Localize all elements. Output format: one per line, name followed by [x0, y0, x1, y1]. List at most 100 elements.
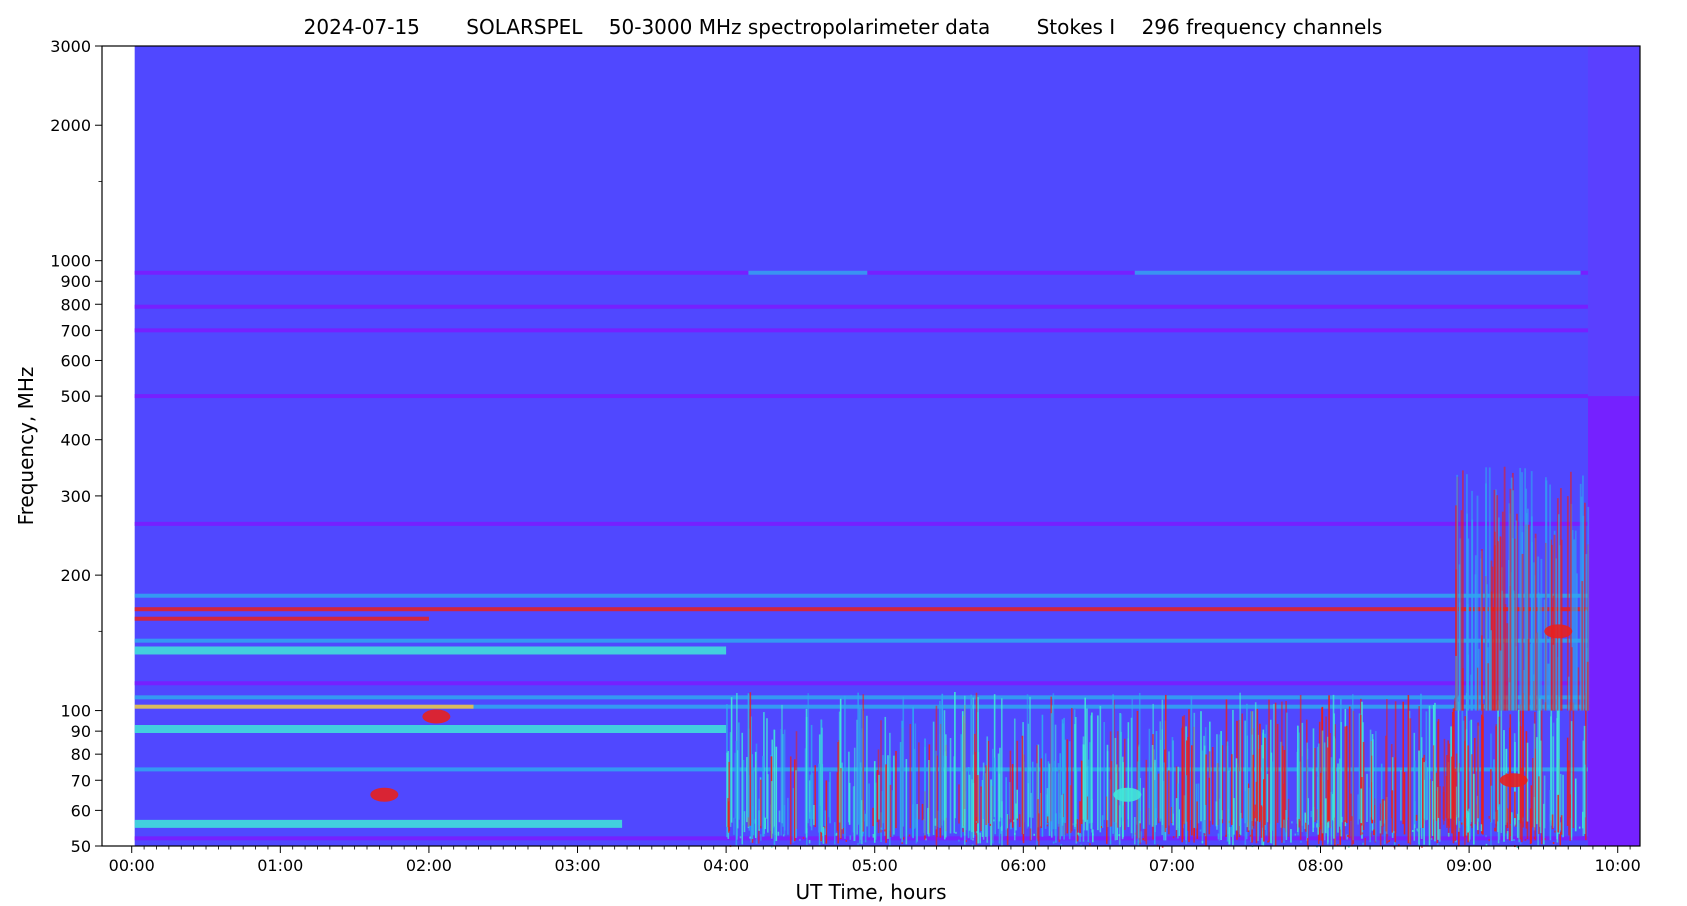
- rfi-streak: [807, 693, 810, 824]
- rfi-streak: [1476, 667, 1479, 711]
- rfi-streak: [1509, 825, 1512, 837]
- rfi-streak: [1172, 836, 1175, 839]
- rfi-streak: [1488, 815, 1491, 819]
- rfi-streak: [1305, 822, 1307, 832]
- rfi-streak: [1559, 773, 1562, 818]
- rfi-streak: [1340, 722, 1343, 837]
- rfi-streak: [1338, 758, 1341, 827]
- rfi-streak: [1013, 718, 1016, 841]
- y-tick-label: 100: [60, 702, 91, 721]
- rfi-streak: [795, 770, 797, 839]
- rfi-streak: [1142, 838, 1144, 841]
- x-tick-label: 06:00: [1000, 856, 1046, 875]
- rfi-streak: [1576, 573, 1578, 711]
- rfi-streak: [1571, 530, 1574, 711]
- rfi-streak: [1369, 729, 1372, 818]
- rfi-streak: [1220, 731, 1222, 841]
- rfi-streak: [1380, 763, 1383, 826]
- post-data-low-freq: [1587, 396, 1640, 846]
- rfi-streak: [1366, 773, 1368, 822]
- rfi-streak: [726, 752, 728, 827]
- rfi-streak: [1239, 692, 1241, 835]
- rfi-streak: [1178, 809, 1180, 836]
- rfi-streak: [1018, 814, 1021, 828]
- rfi-streak: [1578, 826, 1581, 829]
- rfi-streak: [1509, 488, 1512, 711]
- rfi-streak: [1241, 713, 1243, 819]
- rfi-streak: [1511, 812, 1513, 842]
- rfi-streak: [1559, 488, 1562, 711]
- rfi-streak: [1161, 845, 1164, 848]
- rfi-streak: [1183, 715, 1186, 825]
- rfi-streak: [993, 694, 996, 818]
- rfi-streak: [1442, 792, 1445, 825]
- rfi-streak: [1434, 702, 1436, 842]
- rfi-streak: [1480, 824, 1483, 832]
- rfi-streak: [1086, 796, 1089, 820]
- rfi-streak: [975, 817, 978, 825]
- rfi-streak: [1471, 754, 1473, 829]
- rfi-streak: [994, 757, 996, 835]
- rfi-streak: [1314, 748, 1316, 823]
- rfi-streak: [1340, 816, 1343, 823]
- rfi-streak: [759, 779, 762, 829]
- rfi-streak: [909, 723, 912, 829]
- rfi-streak: [813, 804, 815, 826]
- rfi-streak: [1351, 694, 1354, 841]
- rfi-streak: [1109, 731, 1112, 827]
- y-tick-label: 300: [60, 487, 91, 506]
- rfi-streak: [1082, 736, 1085, 842]
- rfi-streak: [1488, 839, 1490, 842]
- rfi-streak: [1455, 786, 1458, 826]
- rfi-streak: [1231, 826, 1233, 837]
- rfi-streak: [1497, 806, 1500, 844]
- rfi-streak: [1517, 709, 1520, 820]
- rfi-streak: [998, 773, 1001, 822]
- rfi-streak: [1494, 827, 1496, 832]
- rfi-streak: [1573, 539, 1576, 711]
- rfi-streak: [895, 750, 897, 829]
- rfi-streak: [1416, 828, 1418, 831]
- rfi-streak: [1029, 696, 1031, 818]
- rfi-streak: [1059, 753, 1061, 840]
- rfi-streak: [1457, 701, 1460, 818]
- y-tick-label: 200: [60, 566, 91, 585]
- rfi-streak: [1061, 719, 1064, 826]
- rfi-streak: [1381, 799, 1384, 835]
- rfi-streak: [1078, 834, 1080, 837]
- rfi-streak: [964, 695, 966, 845]
- rfi-streak: [1120, 713, 1123, 826]
- rfi-streak: [1402, 701, 1405, 825]
- rfi-streak: [965, 768, 967, 831]
- rfi-streak: [1177, 783, 1179, 839]
- rfi-streak: [840, 768, 842, 840]
- x-tick-label: 05:00: [852, 856, 898, 875]
- rfi-streak: [1246, 703, 1248, 823]
- rfi-streak: [1317, 743, 1320, 828]
- rfi-streak: [1390, 744, 1393, 819]
- rfi-streak: [990, 779, 992, 846]
- rfi-streak: [1516, 845, 1519, 848]
- rfi-streak: [773, 729, 776, 829]
- rfi-streak: [1063, 717, 1065, 840]
- title-stokes: Stokes I: [1037, 15, 1116, 39]
- rfi-streak: [1075, 822, 1078, 844]
- rfi-streak: [1203, 745, 1206, 821]
- rfi-streak: [828, 781, 831, 818]
- rfi-streak: [1040, 758, 1043, 829]
- rfi-streak: [1550, 539, 1553, 711]
- interference-streaks: [726, 466, 1590, 848]
- rfi-streak: [924, 746, 926, 836]
- rfi-streak: [1283, 749, 1286, 829]
- rfi-streak: [1068, 741, 1071, 840]
- rfi-streak: [1587, 506, 1590, 711]
- rfi-streak: [908, 834, 911, 837]
- rfi-streak: [1549, 484, 1551, 711]
- rfi-streak: [874, 782, 877, 840]
- rfi-streak: [1325, 716, 1327, 827]
- rfi-streak: [1069, 785, 1072, 833]
- rfi-streak: [1052, 693, 1055, 830]
- rfi-streak: [1285, 701, 1287, 833]
- rfi-streak: [782, 734, 784, 827]
